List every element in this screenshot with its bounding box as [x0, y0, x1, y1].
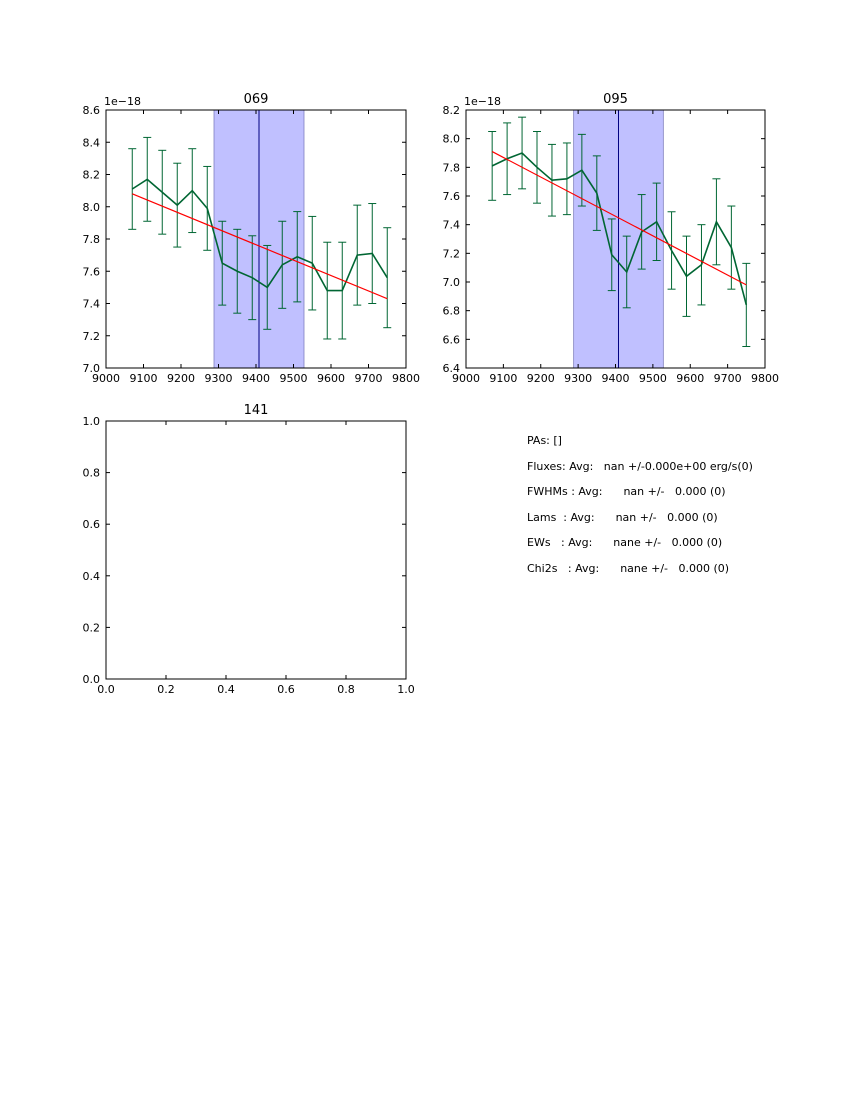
y-tick-label: 0.2 [83, 621, 101, 634]
y-tick-label: 7.6 [83, 265, 101, 278]
x-tick-label: 9000 [92, 372, 120, 385]
y-tick-label: 6.6 [443, 333, 461, 346]
y-tick-label: 0.8 [83, 467, 101, 480]
y-tick-label: 8.2 [83, 169, 101, 182]
x-tick-label: 9700 [355, 372, 383, 385]
y-tick-label: 0.4 [83, 570, 101, 583]
x-tick-label: 9600 [676, 372, 704, 385]
y-tick-label: 7.0 [443, 276, 461, 289]
stats-fluxes: Fluxes: Avg: nan +/-0.000e+00 erg/s(0) [527, 459, 753, 473]
chart-title: 141 [244, 403, 269, 418]
x-tick-label: 9300 [564, 372, 592, 385]
stats-fwhms: FWHMs : Avg: nan +/- 0.000 (0) [527, 485, 726, 498]
chart-title: 095 [603, 92, 628, 107]
x-tick-label: 0.0 [97, 683, 115, 696]
series-linear-fit [491, 151, 747, 286]
x-tick-label: 9100 [489, 372, 517, 385]
y-tick-label: 7.0 [83, 362, 101, 375]
y-tick-label: 8.0 [83, 201, 101, 214]
x-tick-label: 9000 [452, 372, 480, 385]
x-tick-label: 9600 [317, 372, 345, 385]
y-tick-label: 6.8 [443, 305, 461, 318]
x-tick-label: 0.2 [157, 683, 175, 696]
y-offset-label: 1e−18 [104, 95, 141, 108]
y-tick-label: 1.0 [83, 415, 101, 428]
series-linear-fit [132, 193, 388, 300]
x-tick-label: 9100 [130, 372, 158, 385]
y-tick-label: 7.8 [443, 161, 461, 174]
x-tick-label: 9800 [751, 372, 779, 385]
y-tick-label: 0.6 [83, 518, 101, 531]
series-spectrum [131, 178, 388, 292]
y-tick-label: 8.0 [443, 133, 461, 146]
x-tick-label: 9200 [167, 372, 195, 385]
x-tick-label: 0.6 [277, 683, 295, 696]
stats-chi2s: Chi2s : Avg: nane +/- 0.000 (0) [527, 561, 730, 575]
x-tick-label: 9700 [714, 372, 742, 385]
y-tick-label: 8.2 [443, 104, 461, 117]
x-tick-label: 9500 [280, 372, 308, 385]
y-tick-label: 7.2 [443, 247, 461, 260]
x-tick-label: 0.4 [217, 683, 235, 696]
series-spectrum [491, 152, 748, 306]
stats-ews: EWs : Avg: nane +/- 0.000 (0) [527, 536, 723, 549]
y-tick-label: 7.2 [83, 330, 101, 343]
x-tick-label: 9800 [392, 372, 420, 385]
x-tick-label: 9400 [602, 372, 630, 385]
y-tick-label: 6.4 [443, 362, 461, 375]
x-tick-label: 1.0 [397, 683, 415, 696]
y-tick-label: 7.6 [443, 190, 461, 203]
chart-title: 069 [244, 92, 269, 107]
x-tick-label: 9200 [527, 372, 555, 385]
y-tick-label: 8.6 [83, 104, 101, 117]
y-tick-label: 7.8 [83, 233, 101, 246]
y-tick-label: 7.4 [83, 298, 101, 311]
panel-141: 0.0 0.2 0.4 0.6 0.8 1.0 0.0 0.2 0.4 0.6 0.8 1.0 141 [83, 403, 415, 696]
panel-095: 9000 9100 9200 9300 9400 9500 9600 9700 9800 6.4 6… [443, 92, 780, 385]
panel-069: 9000 9100 9200 9300 9400 9500 9600 9700 9800 7.0 7… [83, 92, 421, 385]
y-tick-label: 7.4 [443, 219, 461, 232]
x-tick-label: 9500 [639, 372, 667, 385]
y-tick-label: 0.0 [83, 673, 101, 686]
x-tick-label: 9400 [242, 372, 270, 385]
y-tick-label: 8.4 [83, 136, 101, 149]
stats-pas: PAs: [] [527, 434, 562, 447]
y-offset-label: 1e−18 [464, 95, 501, 108]
stats-block: PAs: [] Fluxes: Avg: nan +/-0.000e+00 er… [527, 432, 753, 585]
axes-frame [105, 420, 407, 680]
error-bar [742, 262, 751, 347]
x-tick-label: 9300 [205, 372, 233, 385]
x-tick-label: 0.8 [337, 683, 355, 696]
stats-lams: Lams : Avg: nan +/- 0.000 (0) [527, 510, 718, 524]
